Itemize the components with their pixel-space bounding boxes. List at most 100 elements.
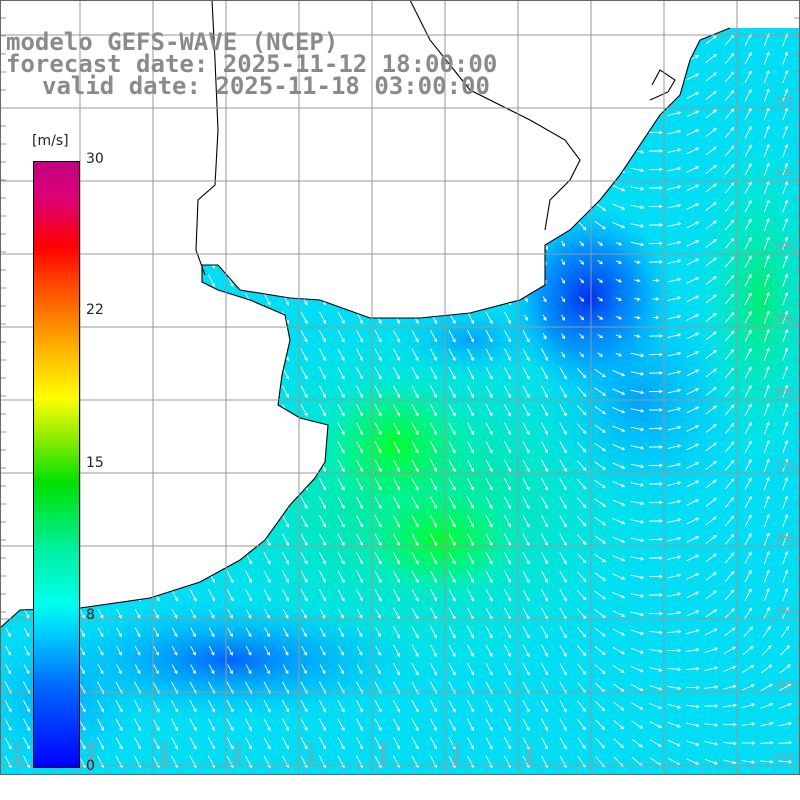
wind-arrow xyxy=(612,536,626,543)
wind-arrow xyxy=(134,496,142,510)
wind-arrow xyxy=(319,108,327,121)
wind-arrow xyxy=(337,422,345,436)
wind-arrow xyxy=(263,145,271,158)
wind-arrow xyxy=(724,533,735,545)
wind-arrow xyxy=(448,404,456,417)
wind-arrow xyxy=(667,481,682,486)
wind-arrow xyxy=(300,163,308,177)
wind-arrow xyxy=(742,645,754,656)
wind-arrow xyxy=(559,71,567,84)
wind-arrow xyxy=(189,293,197,306)
wind-arrow xyxy=(630,167,645,173)
wind-arrow xyxy=(226,367,234,380)
wind-arrow xyxy=(504,34,512,47)
wind-arrow xyxy=(356,404,364,417)
wind-arrow xyxy=(115,533,123,547)
wind-arrow xyxy=(411,496,419,510)
wind-arrow xyxy=(594,461,607,470)
wind-arrow xyxy=(541,34,549,47)
wind-arrow xyxy=(4,718,12,732)
wind-arrow xyxy=(763,495,770,509)
wind-arrow xyxy=(337,200,345,214)
wind-arrow xyxy=(686,591,700,599)
wind-arrow xyxy=(744,495,752,509)
wind-arrow xyxy=(337,385,345,399)
wind-arrow xyxy=(393,182,401,195)
wind-arrow xyxy=(467,663,475,676)
wind-arrow xyxy=(448,219,456,232)
wind-arrow xyxy=(504,219,512,232)
wind-arrow xyxy=(705,386,717,396)
wind-arrow xyxy=(97,533,105,547)
wind-arrow xyxy=(356,478,364,491)
wind-arrow xyxy=(337,274,345,288)
wind-arrow xyxy=(612,518,626,525)
wind-arrow xyxy=(485,589,493,602)
wind-arrow xyxy=(430,478,438,491)
wind-arrow xyxy=(559,626,567,639)
wind-arrow xyxy=(522,478,530,491)
wind-arrow xyxy=(152,330,160,343)
wind-arrow xyxy=(430,237,438,251)
wind-arrow xyxy=(485,570,493,584)
wind-arrow xyxy=(300,422,308,436)
wind-arrow xyxy=(704,723,719,727)
wind-arrow xyxy=(648,167,663,172)
wind-arrow xyxy=(263,478,271,491)
wind-arrow xyxy=(763,532,770,546)
wind-arrow xyxy=(648,537,663,542)
wind-arrow xyxy=(245,219,253,232)
wind-arrow xyxy=(134,459,142,473)
wind-arrow xyxy=(23,422,31,436)
wind-arrow xyxy=(4,589,12,602)
wind-arrow xyxy=(744,125,752,139)
wind-arrow xyxy=(115,219,123,232)
wind-arrow xyxy=(430,182,438,195)
wind-arrow xyxy=(448,700,456,713)
wind-arrow xyxy=(97,219,105,232)
wind-arrow xyxy=(744,181,752,194)
wind-arrow xyxy=(282,496,290,510)
wind-arrow xyxy=(744,477,752,490)
wind-arrow xyxy=(208,293,216,306)
wind-arrow xyxy=(541,570,549,584)
wind-arrow xyxy=(504,200,512,214)
wind-arrow xyxy=(245,348,253,362)
wind-arrow xyxy=(430,274,438,288)
wind-arrow xyxy=(134,219,142,232)
wind-arrow xyxy=(579,333,585,339)
wind-arrow xyxy=(23,645,30,656)
wind-arrow xyxy=(648,482,663,486)
wind-arrow xyxy=(559,589,567,602)
wind-arrow xyxy=(171,459,179,473)
wind-arrow xyxy=(356,293,364,306)
wind-arrow xyxy=(522,200,530,214)
wind-arrow xyxy=(374,478,382,491)
wind-arrow xyxy=(782,421,789,435)
wind-arrow xyxy=(4,219,12,232)
wind-arrow xyxy=(686,221,700,229)
wind-arrow xyxy=(467,126,475,140)
wind-arrow xyxy=(559,404,567,417)
wind-arrow xyxy=(356,533,364,547)
wind-arrow xyxy=(189,496,197,510)
wind-arrow xyxy=(282,478,290,491)
wind-arrow xyxy=(263,552,271,565)
wind-arrow xyxy=(467,108,475,121)
wind-arrow xyxy=(686,277,700,284)
wind-arrow xyxy=(134,515,142,528)
wind-arrow xyxy=(485,200,493,214)
wind-arrow xyxy=(782,273,789,287)
wind-arrow xyxy=(724,89,735,101)
wind-arrow xyxy=(648,426,663,431)
wind-arrow xyxy=(504,89,512,103)
wind-arrow xyxy=(782,551,789,565)
wind-arrow xyxy=(171,274,179,288)
wind-arrow xyxy=(612,129,626,136)
wind-arrow xyxy=(171,108,179,121)
wind-arrow xyxy=(782,255,789,269)
wind-arrow xyxy=(705,331,717,341)
wind-arrow xyxy=(97,422,105,436)
wind-arrow xyxy=(411,404,419,417)
wind-arrow xyxy=(704,741,719,746)
